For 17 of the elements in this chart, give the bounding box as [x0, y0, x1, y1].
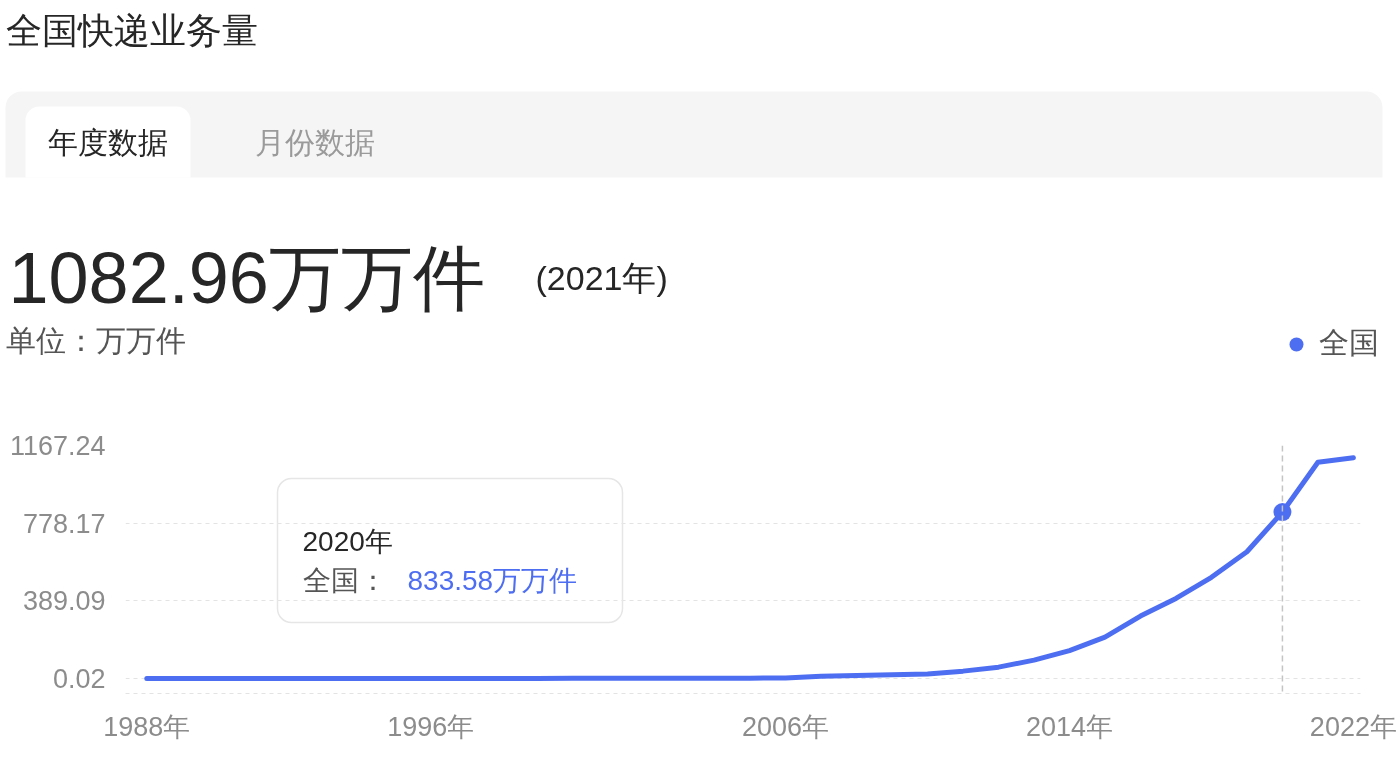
x-tick-label: 1996年 — [387, 711, 475, 742]
y-tick-label: 1167.24 — [9, 431, 106, 461]
annotation: 2020年 — [302, 526, 393, 557]
x-tick-label: 2022年 — [1309, 711, 1397, 742]
y-tick-label: 389.09 — [22, 586, 106, 617]
text: 年度数据 — [48, 126, 168, 159]
y-axis-title: 单位：万万件 — [5, 324, 186, 357]
y-tick-label: 0.02 — [52, 664, 106, 695]
y-tick-label: 778.17 — [22, 508, 106, 539]
text: 月份数据 — [255, 126, 375, 159]
x-tick-label: 2006年 — [742, 711, 830, 742]
x-tick-label: 2014年 — [1025, 711, 1114, 742]
legend-label: 全国 — [1318, 326, 1379, 359]
annotation: 全国： 833.58万万件 — [302, 565, 578, 596]
chart-subtitle: 1082.96万万件 (2021年) — [8, 237, 668, 318]
x-tick-label: 1988年 — [103, 711, 191, 742]
chart-title: 全国快递业务量 — [5, 10, 258, 51]
